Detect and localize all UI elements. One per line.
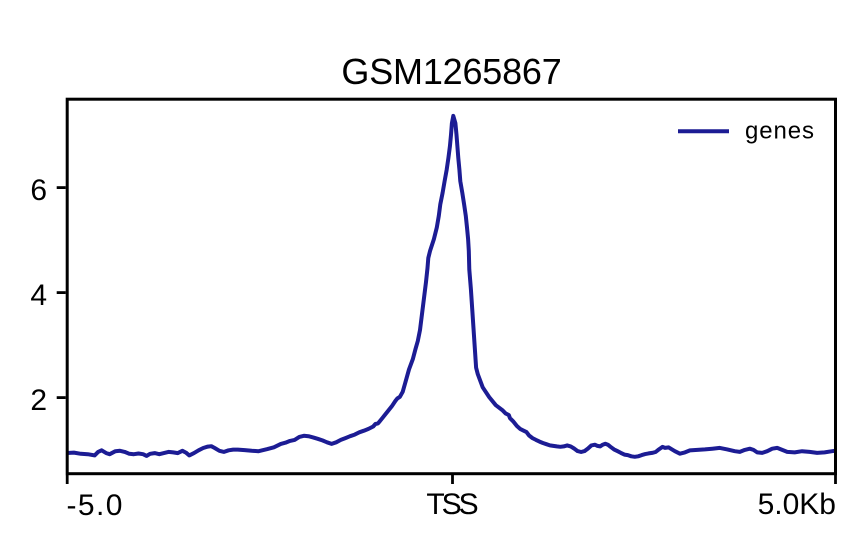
svg-text:5.0Kb: 5.0Kb: [758, 488, 836, 521]
svg-text:2: 2: [30, 384, 47, 417]
svg-text:4: 4: [30, 279, 47, 312]
svg-text:-5.0: -5.0: [67, 489, 124, 522]
svg-text:6: 6: [30, 174, 47, 207]
svg-text:TSS: TSS: [426, 488, 477, 521]
svg-text:GSM1265867: GSM1265867: [341, 51, 561, 92]
svg-text:genes: genes: [745, 118, 815, 145]
